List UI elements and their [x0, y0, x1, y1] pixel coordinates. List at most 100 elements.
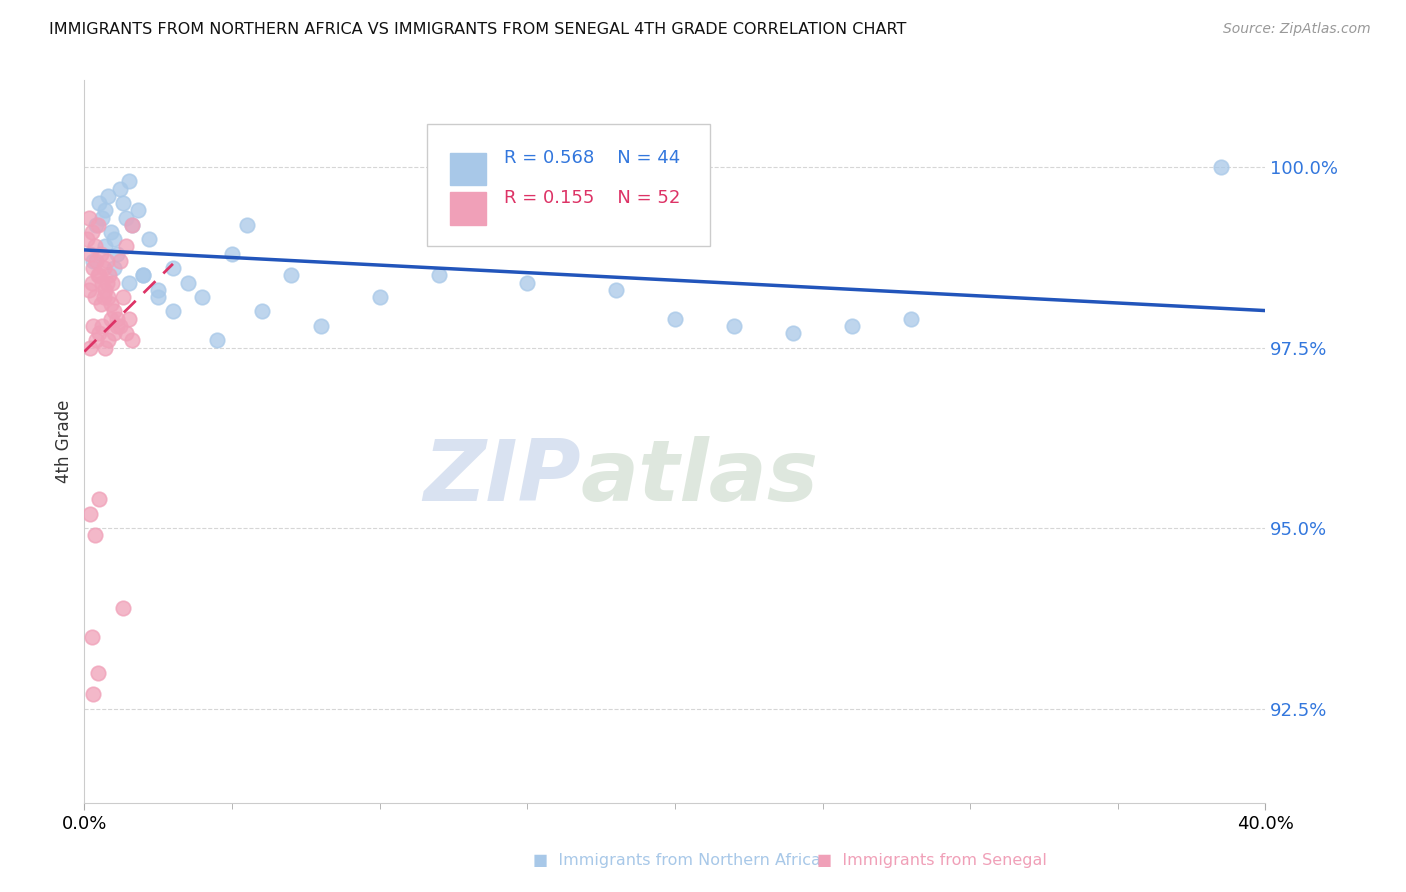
Point	[221, 246, 243, 260]
Point	[103, 261, 125, 276]
Point	[80, 630, 103, 644]
Point	[114, 326, 136, 341]
Point	[103, 304, 125, 318]
Point	[87, 326, 111, 341]
Point	[93, 261, 115, 276]
Point	[80, 276, 103, 290]
Point	[108, 254, 131, 268]
Point	[97, 334, 120, 348]
Point	[114, 239, 136, 253]
Y-axis label: 4th Grade: 4th Grade	[55, 400, 73, 483]
Point	[87, 492, 111, 507]
Point	[900, 311, 922, 326]
Point	[83, 239, 105, 253]
Point	[132, 268, 155, 283]
Text: IMMIGRANTS FROM NORTHERN AFRICA VS IMMIGRANTS FROM SENEGAL 4TH GRADE CORRELATION: IMMIGRANTS FROM NORTHERN AFRICA VS IMMIG…	[49, 22, 907, 37]
Point	[82, 318, 104, 333]
Point	[148, 290, 170, 304]
Point	[87, 268, 111, 283]
Point	[108, 182, 131, 196]
Point	[100, 297, 122, 311]
Point	[86, 665, 108, 680]
Point	[90, 297, 112, 311]
Point	[94, 283, 117, 297]
Point	[121, 334, 143, 348]
Point	[83, 528, 105, 542]
Point	[91, 211, 114, 225]
Point	[108, 318, 131, 333]
Point	[191, 290, 214, 304]
Point	[250, 304, 273, 318]
Point	[79, 507, 101, 521]
Text: ■  Immigrants from Senegal: ■ Immigrants from Senegal	[817, 854, 1046, 869]
Bar	[450, 193, 486, 225]
Point	[368, 290, 391, 304]
Point	[605, 283, 627, 297]
Point	[111, 196, 134, 211]
Point	[118, 311, 141, 326]
Point	[97, 189, 120, 203]
Point	[664, 311, 686, 326]
Text: R = 0.155    N = 52: R = 0.155 N = 52	[503, 189, 681, 207]
Point	[162, 261, 184, 276]
Point	[177, 276, 200, 290]
Point	[100, 311, 122, 326]
Text: Source: ZipAtlas.com: Source: ZipAtlas.com	[1223, 22, 1371, 37]
Point	[86, 218, 108, 232]
Point	[207, 334, 229, 348]
Point	[1211, 160, 1233, 174]
Point	[98, 268, 121, 283]
Point	[105, 318, 128, 333]
Point	[84, 218, 107, 232]
Point	[77, 283, 100, 297]
Point	[93, 290, 115, 304]
Point	[111, 290, 134, 304]
Point	[84, 254, 107, 268]
Point	[82, 254, 104, 268]
Point	[80, 225, 103, 239]
Point	[87, 196, 111, 211]
Point	[84, 334, 107, 348]
Point	[162, 304, 184, 318]
Point	[82, 261, 104, 276]
Point	[236, 218, 259, 232]
Point	[86, 268, 108, 283]
Point	[96, 254, 118, 268]
Point	[91, 276, 114, 290]
Point	[94, 341, 117, 355]
Point	[79, 341, 101, 355]
Point	[96, 276, 118, 290]
Point	[148, 283, 170, 297]
Point	[121, 218, 143, 232]
Point	[103, 232, 125, 246]
Point	[111, 600, 134, 615]
FancyBboxPatch shape	[427, 124, 710, 246]
Point	[127, 203, 149, 218]
Point	[132, 268, 155, 283]
Text: atlas: atlas	[581, 436, 818, 519]
Point	[100, 225, 122, 239]
Point	[723, 318, 745, 333]
Point	[101, 276, 124, 290]
Point	[118, 276, 141, 290]
Point	[309, 318, 332, 333]
Point	[114, 211, 136, 225]
Point	[121, 218, 143, 232]
Point	[94, 239, 117, 253]
Point	[561, 196, 583, 211]
Text: ZIP: ZIP	[423, 436, 581, 519]
Point	[82, 688, 104, 702]
Point	[79, 246, 101, 260]
Point	[94, 203, 117, 218]
Point	[427, 268, 450, 283]
Point	[91, 318, 114, 333]
Point	[97, 290, 120, 304]
Point	[103, 326, 125, 341]
Text: ■  Immigrants from Northern Africa: ■ Immigrants from Northern Africa	[533, 854, 821, 869]
Point	[138, 232, 160, 246]
Point	[105, 246, 128, 260]
Point	[280, 268, 302, 283]
Point	[77, 211, 100, 225]
Point	[105, 311, 128, 326]
Point	[83, 290, 105, 304]
